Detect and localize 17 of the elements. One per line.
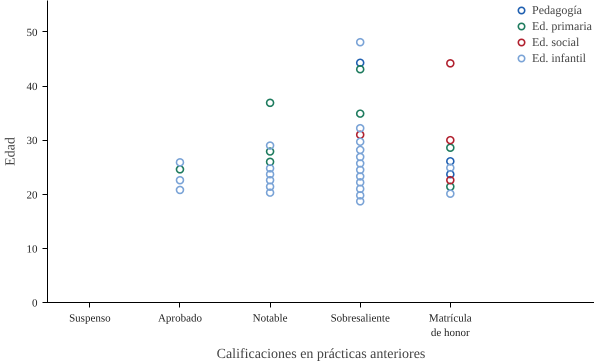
y-tick-label: 20: [26, 189, 38, 202]
legend-label: Ed. infantil: [532, 50, 586, 66]
legend-label: Pedagogía: [532, 2, 582, 18]
x-axis-title: Calificaciones en prácticas anteriores: [216, 346, 426, 362]
y-tick-label: 40: [26, 81, 38, 94]
y-axis-title: Edad: [4, 137, 18, 166]
x-tick-label: Notable: [252, 312, 288, 324]
y-tick-label: 50: [26, 26, 38, 39]
legend-label: Ed. social: [532, 34, 580, 50]
legend-label: Ed. primaria: [532, 18, 592, 34]
y-tick-label: 30: [26, 135, 38, 148]
x-tick-label: Aprobado: [158, 312, 202, 324]
x-tick-label: Sobresaliente: [330, 312, 390, 324]
y-tick-label: 10: [26, 243, 38, 256]
x-tick-label: Matrícula de honor: [428, 312, 472, 339]
x-tick-label: Suspenso: [69, 312, 112, 324]
y-tick-label: 0: [32, 298, 38, 310]
